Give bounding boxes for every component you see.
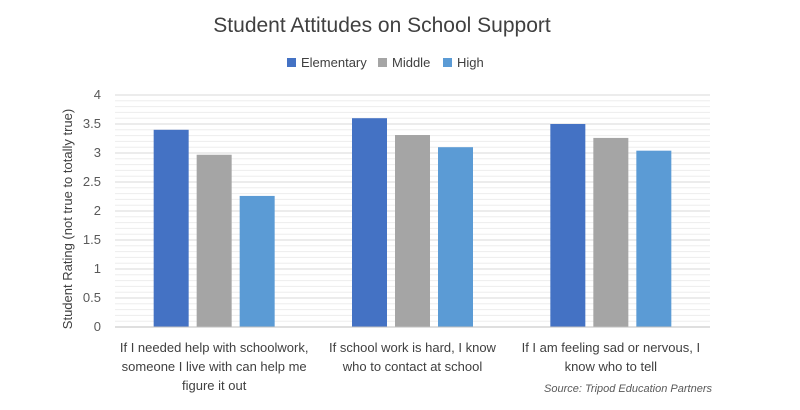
category-label: If school work is hard, I know [329, 340, 497, 355]
legend-label-high: High [457, 55, 484, 70]
category-label: If I needed help with schoolwork, [120, 340, 309, 355]
y-tick-label: 2 [94, 203, 101, 218]
category-label: who to contact at school [342, 359, 483, 374]
bar-elementary-3 [550, 124, 586, 327]
y-tick-label: 2.5 [83, 174, 101, 189]
legend-label-middle: Middle [392, 55, 430, 70]
source-note: Source: Tripod Education Partners [544, 383, 712, 395]
y-tick-label: 0.5 [83, 290, 101, 305]
y-tick-label: 3 [94, 145, 101, 160]
y-tick-label: 1 [94, 261, 101, 276]
y-tick-label: 3.5 [83, 116, 101, 131]
category-label: someone I live with can help me [122, 359, 307, 374]
bar-high-2 [438, 147, 473, 327]
bar-high-3 [636, 150, 672, 327]
y-tick-label: 0 [94, 319, 101, 334]
category-label: figure it out [182, 378, 247, 393]
bar-high-1 [239, 195, 275, 327]
legend-label-elementary: Elementary [301, 55, 367, 70]
bar-elementary-2 [352, 118, 387, 327]
bar-middle-2 [395, 135, 430, 327]
legend: Elementary Middle High [287, 55, 484, 70]
y-axis-ticks: 0 0.5 1 1.5 2 2.5 3 3.5 4 [83, 87, 101, 334]
bars [153, 118, 672, 327]
legend-swatch-elementary [287, 58, 296, 67]
y-axis-title: Student Rating (not true to totally true… [60, 109, 75, 329]
chart-title: Student Attitudes on School Support [213, 14, 551, 37]
legend-swatch-high [443, 58, 452, 67]
y-tick-label: 4 [94, 87, 101, 102]
legend-swatch-middle [378, 58, 387, 67]
y-tick-label: 1.5 [83, 232, 101, 247]
category-labels: If I needed help with schoolwork, someone… [120, 340, 700, 393]
category-label: If I am feeling sad or nervous, I [522, 340, 700, 355]
bar-middle-3 [593, 137, 629, 327]
bar-elementary-1 [153, 129, 189, 327]
bar-middle-1 [196, 154, 232, 327]
category-label: know who to tell [565, 359, 658, 374]
